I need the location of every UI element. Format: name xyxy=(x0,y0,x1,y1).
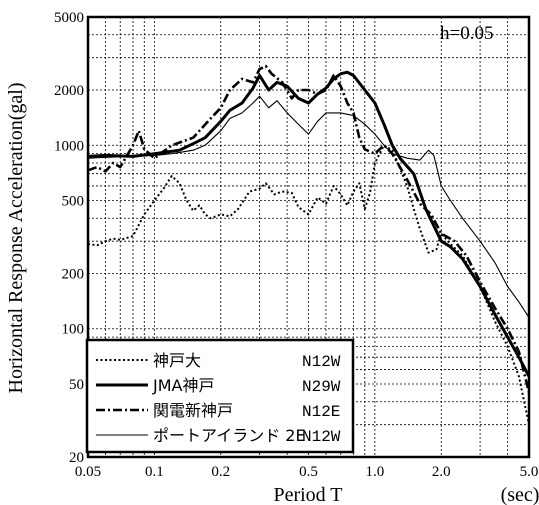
legend-box xyxy=(85,338,355,454)
x-tick-label: 0.5 xyxy=(299,464,318,480)
x-tick-label: 1.0 xyxy=(366,464,385,480)
x-tick-label: 0.2 xyxy=(211,464,230,480)
legend-series-component: N12E xyxy=(302,403,340,421)
legend-series-name: JMA神戸 xyxy=(152,376,214,395)
y-tick-label: 20 xyxy=(69,450,84,466)
x-tick-label: 0.1 xyxy=(145,464,164,480)
legend-series-name: 神戸大 xyxy=(153,351,201,370)
y-tick-label: 100 xyxy=(62,322,85,338)
x-tick-label: 2.0 xyxy=(432,464,451,480)
y-tick-label: 2000 xyxy=(54,83,84,99)
y-tick-label: 5000 xyxy=(54,10,84,26)
series-lines xyxy=(87,64,531,425)
series-line xyxy=(87,64,531,393)
y-tick-label: 500 xyxy=(62,193,85,209)
y-axis-title: Horizontal Response Acceleration(gal) xyxy=(5,83,27,394)
y-tick-label: 50 xyxy=(69,377,84,393)
x-axis-title: Period T xyxy=(273,484,342,505)
x-axis-unit: (sec) xyxy=(501,484,539,505)
damping-annotation: h=0.05 xyxy=(440,23,493,44)
x-tick-labels: 0.05 0.1 0.2 0.5 1.0 2.0 5.0 xyxy=(75,464,539,480)
y-tick-label: 1000 xyxy=(54,138,84,154)
series-line xyxy=(87,95,530,318)
legend-series-component: N12W xyxy=(302,353,341,371)
legend-series-component: N12W xyxy=(302,428,341,446)
x-tick-label: 0.05 xyxy=(75,464,101,480)
plot-frame xyxy=(86,15,531,459)
series-line xyxy=(87,70,531,378)
legend-series-name: ポートアイランド 2E xyxy=(153,426,306,445)
series-line xyxy=(87,144,530,425)
y-tick-labels: 20 50 100 200 500 1000 2000 5000 xyxy=(54,10,84,466)
legend-series-component: N29W xyxy=(302,378,341,396)
legend-series-name: 関電新神戸 xyxy=(153,401,233,420)
y-tick-label: 200 xyxy=(62,267,85,283)
x-tick-label: 5.0 xyxy=(520,464,539,480)
